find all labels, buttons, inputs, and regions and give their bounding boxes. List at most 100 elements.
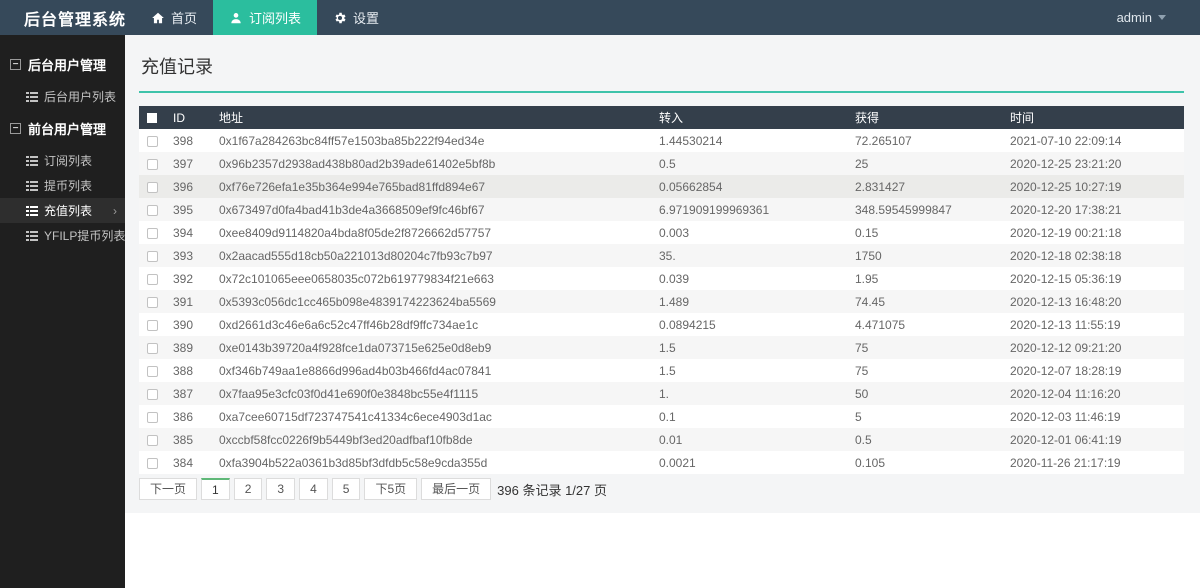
sidebar-section-label: 后台用户管理: [28, 58, 107, 73]
cell-id: 398: [165, 129, 211, 152]
user-menu[interactable]: admin: [1117, 0, 1200, 35]
cell-amount-in: 1.489: [651, 290, 847, 313]
nav-tab-subscriptions[interactable]: 订阅列表: [213, 0, 318, 35]
page-background: [125, 513, 1200, 588]
nav-tab-settings[interactable]: 设置: [317, 0, 395, 35]
cell-amount-out: 75: [847, 336, 1002, 359]
cell-time: 2020-12-03 11:46:19: [1002, 405, 1184, 428]
cell-address: 0x1f67a284263bc84ff57e1503ba85b222f94ed3…: [211, 129, 651, 152]
sidebar-item-label: YFILP提币列表: [44, 229, 126, 243]
content-panel: 充值记录 ID 地址 转入 获得 时间: [125, 35, 1200, 513]
row-checkbox[interactable]: [147, 181, 158, 193]
cell-time: 2020-12-25 10:27:19: [1002, 175, 1184, 198]
cell-id: 397: [165, 152, 211, 175]
recharge-table: ID 地址 转入 获得 时间 398 0x1f67a284263bc84ff57…: [139, 106, 1184, 474]
user-icon: [231, 12, 241, 23]
nav-tabs: 首页 订阅列表 设置: [135, 0, 395, 35]
sidebar-section-backend-users[interactable]: − 后台用户管理: [0, 45, 125, 84]
row-checkbox[interactable]: [147, 135, 158, 147]
sidebar-section-frontend-users[interactable]: − 前台用户管理: [0, 109, 125, 148]
cell-amount-out: 1750: [847, 244, 1002, 267]
sidebar-item-yfilp-withdraw-list[interactable]: YFILP提币列表: [0, 223, 125, 248]
pagination-page-5[interactable]: 5: [331, 478, 361, 500]
row-checkbox[interactable]: [147, 342, 158, 354]
nav-tab-label: 首页: [171, 11, 198, 26]
row-checkbox[interactable]: [147, 319, 158, 331]
sidebar-item-label: 充值列表: [44, 204, 93, 218]
table-row: 392 0x72c101065eee0658035c072b619779834f…: [139, 267, 1184, 290]
row-checkbox[interactable]: [147, 388, 158, 400]
pagination-page-1[interactable]: 1: [201, 478, 230, 500]
row-checkbox[interactable]: [147, 250, 158, 262]
table-row: 393 0x2aacad555d18cb50a221013d80204c7fb9…: [139, 244, 1184, 267]
pagination-page-2[interactable]: 2: [233, 478, 263, 500]
col-header-amount-in: 转入: [651, 106, 847, 129]
cell-amount-out: 4.471075: [847, 313, 1002, 336]
cell-amount-out: 0.15: [847, 221, 1002, 244]
cell-amount-out: 0.105: [847, 451, 1002, 474]
cell-id: 389: [165, 336, 211, 359]
username: admin: [1116, 10, 1152, 25]
cell-amount-out: 74.45: [847, 290, 1002, 313]
col-header-amount-out: 获得: [847, 106, 1002, 129]
cell-time: 2021-07-10 22:09:14: [1002, 129, 1184, 152]
row-checkbox[interactable]: [147, 227, 158, 239]
cell-address: 0xa7cee60715df723747541c41334c6ece4903d1…: [211, 405, 651, 428]
select-all-checkbox[interactable]: [147, 113, 157, 124]
row-checkbox[interactable]: [147, 434, 158, 446]
sidebar-item-recharge-list[interactable]: 充值列表 ›: [0, 198, 125, 223]
cell-amount-in: 0.0021: [651, 451, 847, 474]
cell-amount-in: 0.5: [651, 152, 847, 175]
pagination-next5-button[interactable]: 下5页: [364, 478, 418, 500]
cell-time: 2020-12-12 09:21:20: [1002, 336, 1184, 359]
table-row: 391 0x5393c056dc1cc465b098e4839174223624…: [139, 290, 1184, 313]
row-checkbox[interactable]: [147, 204, 158, 216]
nav-tab-home[interactable]: 首页: [135, 0, 213, 35]
col-header-time: 时间: [1002, 106, 1184, 129]
cell-id: 388: [165, 359, 211, 382]
sidebar-item-subscription-list[interactable]: 订阅列表: [0, 148, 125, 173]
cell-address: 0x673497d0fa4bad41b3de4a3668509ef9fc46bf…: [211, 198, 651, 221]
cell-amount-out: 25: [847, 152, 1002, 175]
cell-amount-in: 0.1: [651, 405, 847, 428]
row-checkbox[interactable]: [147, 296, 158, 308]
table-icon: [26, 230, 38, 241]
cell-address: 0xee8409d9114820a4bda8f05de2f8726662d577…: [211, 221, 651, 244]
cell-address: 0x2aacad555d18cb50a221013d80204c7fb93c7b…: [211, 244, 651, 267]
table-row: 396 0xf76e726efa1e35b364e994e765bad81ffd…: [139, 175, 1184, 198]
table-row: 388 0xf346b749aa1e8866d996ad4b03b466fd4a…: [139, 359, 1184, 382]
cell-id: 396: [165, 175, 211, 198]
pagination-page-3[interactable]: 3: [266, 478, 296, 500]
cell-amount-in: 0.05662854: [651, 175, 847, 198]
cell-id: 385: [165, 428, 211, 451]
pagination-page-4[interactable]: 4: [299, 478, 328, 500]
cell-amount-out: 348.59545999847: [847, 198, 1002, 221]
cell-time: 2020-12-07 18:28:19: [1002, 359, 1184, 382]
row-checkbox[interactable]: [147, 457, 158, 469]
cell-address: 0xf346b749aa1e8866d996ad4b03b466fd4ac078…: [211, 359, 651, 382]
nav-tab-label: 设置: [353, 11, 380, 26]
row-checkbox[interactable]: [147, 411, 158, 423]
cell-time: 2020-12-20 17:38:21: [1002, 198, 1184, 221]
table-icon: [26, 91, 38, 102]
row-checkbox[interactable]: [147, 365, 158, 377]
row-checkbox[interactable]: [147, 158, 158, 170]
cell-id: 395: [165, 198, 211, 221]
pagination-next-button[interactable]: 下一页: [139, 478, 198, 500]
pagination-last-button[interactable]: 最后一页: [421, 478, 492, 500]
app-title: 后台管理系统: [24, 11, 127, 29]
cell-time: 2020-12-13 16:48:20: [1002, 290, 1184, 313]
row-checkbox[interactable]: [147, 273, 158, 285]
table-row: 384 0xfa3904b522a0361b3d85bf3dfdb5c58e9c…: [139, 451, 1184, 474]
cell-amount-out: 5: [847, 405, 1002, 428]
sidebar-item-withdraw-list[interactable]: 提币列表: [0, 173, 125, 198]
cell-amount-out: 72.265107: [847, 129, 1002, 152]
sidebar-item-backend-user-list[interactable]: 后台用户列表: [0, 84, 125, 109]
cell-time: 2020-12-15 05:36:19: [1002, 267, 1184, 290]
table-row: 398 0x1f67a284263bc84ff57e1503ba85b222f9…: [139, 129, 1184, 152]
chevron-down-icon: [1158, 15, 1166, 20]
table-icon: [26, 155, 38, 166]
collapse-icon: −: [10, 59, 21, 70]
table-row: 395 0x673497d0fa4bad41b3de4a3668509ef9fc…: [139, 198, 1184, 221]
